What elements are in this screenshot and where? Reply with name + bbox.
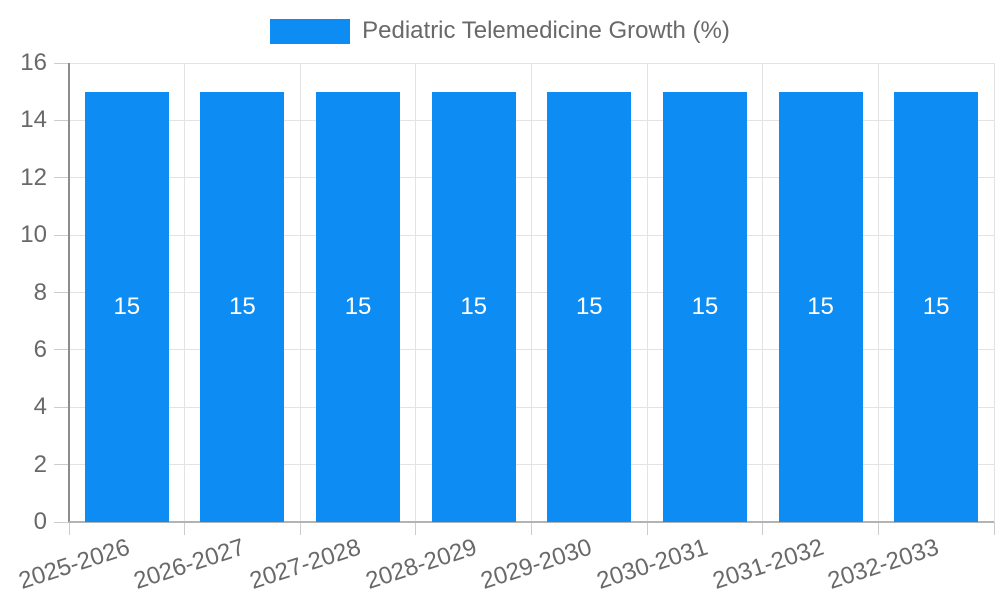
x-tick-mark [68, 522, 70, 535]
bar-value-label: 15 [113, 292, 141, 320]
v-gridline [415, 63, 417, 522]
x-tick-mark [531, 522, 532, 535]
y-axis-tick-label: 14 [20, 106, 47, 134]
y-axis-tick-label: 8 [33, 278, 47, 306]
y-axis-tick-label: 2 [33, 450, 47, 478]
y-tick-mark [54, 292, 69, 293]
y-tick-mark [54, 62, 69, 64]
bar[interactable] [316, 91, 401, 522]
y-tick-mark [54, 349, 69, 351]
bar-value-label: 15 [460, 292, 488, 320]
bar-value-label: 15 [691, 292, 719, 320]
y-axis-tick-label: 0 [33, 508, 47, 535]
v-gridline [762, 63, 764, 522]
v-gridline [877, 63, 879, 522]
bar[interactable] [894, 91, 979, 522]
y-tick-mark [54, 406, 69, 408]
x-tick-mark [993, 522, 995, 535]
y-tick-mark [54, 464, 69, 466]
x-tick-mark [184, 522, 186, 535]
bar[interactable] [662, 91, 747, 522]
y-axis-tick-label: 6 [33, 335, 47, 363]
x-tick-mark [646, 522, 648, 535]
x-tick-mark [299, 522, 301, 535]
y-tick-mark [54, 521, 69, 523]
bar[interactable] [200, 91, 285, 522]
v-gridline [993, 63, 995, 522]
legend-color-swatch [270, 18, 351, 44]
y-axis-line [68, 63, 70, 522]
bar[interactable] [547, 91, 632, 522]
bar[interactable] [84, 91, 169, 522]
bar[interactable] [778, 91, 863, 522]
v-gridline [531, 63, 532, 522]
bar-value-label: 15 [575, 292, 603, 320]
y-axis-tick-label: 12 [20, 163, 47, 191]
y-tick-mark [54, 119, 69, 121]
x-tick-mark [762, 522, 764, 535]
x-axis-line [69, 521, 994, 523]
v-gridline [646, 63, 648, 522]
y-axis-tick-label: 4 [33, 393, 47, 421]
x-tick-mark [415, 522, 417, 535]
v-gridline [299, 63, 301, 522]
legend-item[interactable]: Pediatric Telemedicine Growth (%) [270, 17, 730, 45]
bar-value-label: 15 [807, 292, 834, 320]
y-tick-mark [54, 234, 69, 236]
bar-value-label: 15 [922, 292, 950, 320]
legend-label: Pediatric Telemedicine Growth (%) [362, 17, 730, 44]
bar-value-label: 15 [344, 292, 372, 320]
bar[interactable] [431, 91, 516, 522]
y-tick-mark [54, 177, 69, 179]
bar-value-label: 15 [229, 292, 256, 320]
x-tick-mark [877, 522, 879, 535]
chart-legend: Pediatric Telemedicine Growth (%) [0, 17, 1000, 45]
y-axis-tick-label: 10 [20, 221, 47, 249]
v-gridline [184, 63, 186, 522]
y-axis-tick-label: 16 [20, 49, 47, 76]
